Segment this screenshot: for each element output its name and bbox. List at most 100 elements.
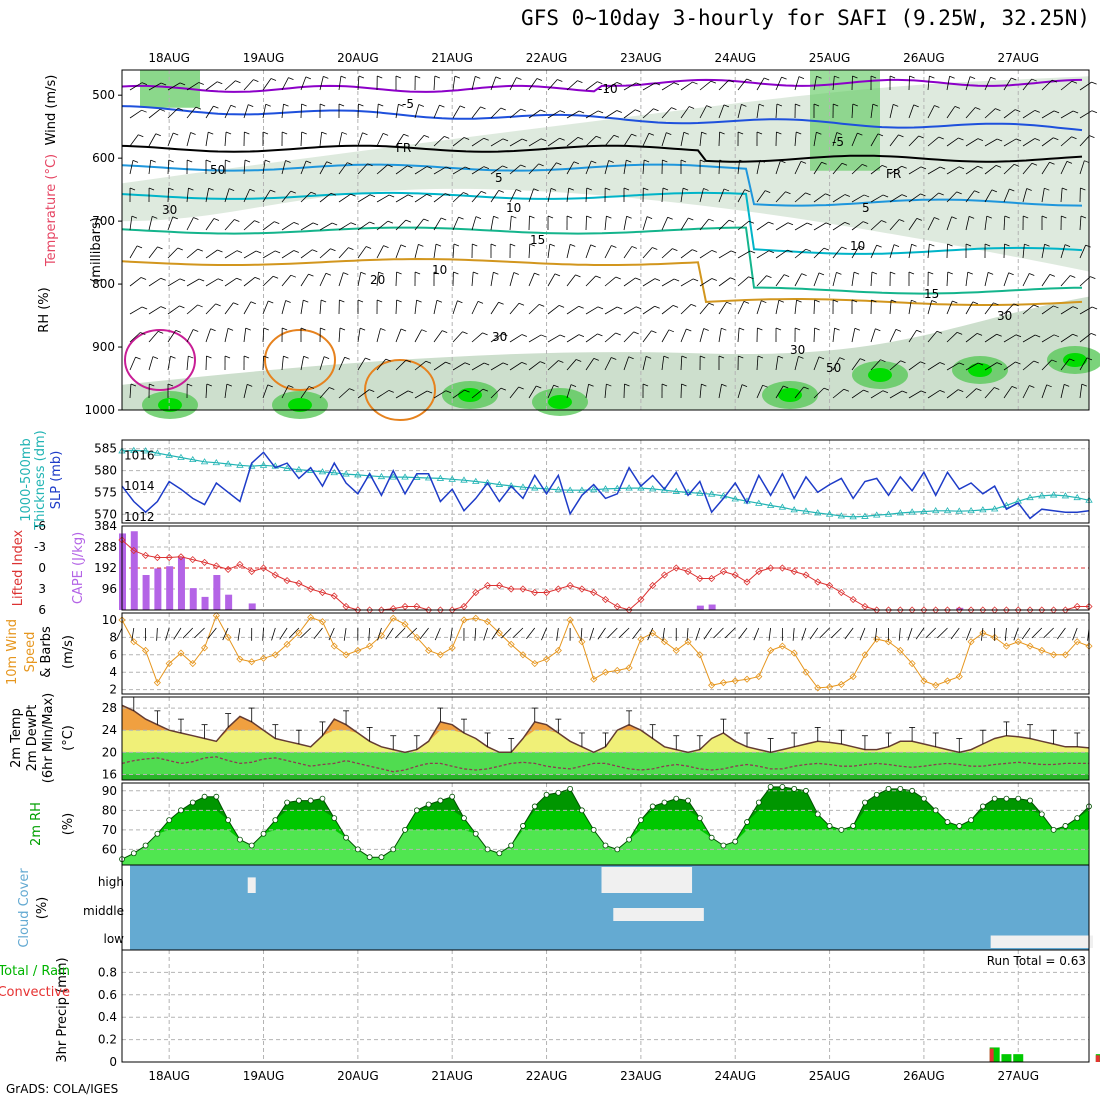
wind-barb [832,194,846,203]
wind-barb-flag [140,277,147,280]
wind-barb-flag [703,188,709,191]
wind-barb-flag [358,103,364,107]
rh2m-point [508,842,515,849]
wind-barb [338,272,344,287]
wind-barb [642,160,645,175]
wind-barb [338,388,350,399]
wind-barb [1022,273,1030,287]
wind-barb [205,218,215,231]
wind-barb [281,77,289,91]
wind-barb-flag [1072,110,1079,114]
wind-barb-flag [805,248,812,252]
wind-barb-flag [369,221,375,225]
rh2m-point [649,803,656,810]
wind-barb-flag [728,219,735,223]
wind-barb-flag [1024,243,1030,247]
wind-barb-flag [608,160,614,163]
precip-bar [989,1047,1000,1062]
wind-barb-flag [141,109,147,113]
wind-barb [566,110,580,119]
wind-barb-flag [881,220,887,223]
rh-patch [810,70,880,171]
wind-barb [794,356,799,371]
wind-barb [509,77,517,91]
wind-barb [984,189,993,203]
wind-tick: 2 [109,683,117,697]
wind-barb [870,328,876,343]
wind-barb-flag [806,222,813,226]
wind-barb [965,333,978,343]
wind-barb [281,300,287,315]
wind-barb-flag [445,361,451,365]
rh-core [458,388,482,402]
wind-barb-flag [263,327,269,331]
wind-barb [737,220,750,231]
isotherm [121,163,1083,207]
wind-barb [433,166,447,175]
wind-barb-flag [1072,306,1079,309]
contour-label: 15 [924,287,939,301]
wind-speed-point [625,664,633,672]
wind-barb [313,627,323,640]
li-point [200,558,209,566]
rh2m-point [767,784,774,790]
thickness-point [189,455,197,463]
temp-ylabel-1: 2m Temp [9,708,24,768]
contour-label: -5 [832,135,844,149]
wind-barb-flag [482,388,489,392]
li-ylabel: Lifted Index [11,529,26,606]
wind-barb [661,82,675,91]
li-point [660,571,669,579]
wind-barb-flag [688,217,694,221]
wind-barb [395,104,399,119]
rh2m-point [968,817,974,823]
cape-bar [142,575,150,610]
wind-barb-flag [805,192,811,196]
wind-barb-flag [131,215,138,219]
wind-barb-flag [282,327,288,331]
wind-barb-flag [653,108,659,112]
contour-label: 5 [495,171,503,185]
cape-bar [213,575,221,610]
wind-barb-flag [643,187,649,191]
wind-barb [927,300,933,315]
wind-barb [832,246,842,259]
wind-barb [319,132,323,147]
wind-barb [597,627,606,640]
wind-barb [1041,359,1053,371]
rh-core [868,368,892,382]
wind-barb-flag [597,81,603,85]
wind-barb-flag [556,162,562,166]
wind-barb [1060,161,1068,175]
wind-barb-flag [1026,188,1032,191]
wind-barb-flag [132,159,139,163]
wind-barb [528,244,531,259]
wind-barb-flag [1004,215,1010,219]
wind-barb-flag [575,274,581,278]
wind-barb [737,78,747,91]
temp-ylabel-4: (°C) [61,725,76,751]
wind-barb-flag [1031,78,1037,82]
wind-barb [794,132,797,147]
wind-barb [737,384,743,399]
wind-barb-flag [1015,361,1021,365]
wind-barb [738,627,748,640]
wind-barb [794,76,800,91]
rh2m-point [142,842,149,849]
wind-barb-flag [900,360,906,364]
wind-barb-flag [1034,110,1040,113]
isotherm [121,191,1083,255]
wind-barb-flag [308,273,314,277]
wind-barb-flag [721,383,727,387]
cloud-patch [613,908,704,921]
li-point [519,585,527,593]
wind-barb [395,194,409,203]
wind-barb-flag [236,250,243,254]
wind-barb [794,248,807,259]
wind-barb [509,334,523,343]
li-tick: 6 [38,603,46,617]
wind-barb [376,220,389,231]
wind-barb [699,302,710,315]
wind-barb-flag [920,361,926,365]
wind-speed-point [318,618,327,626]
